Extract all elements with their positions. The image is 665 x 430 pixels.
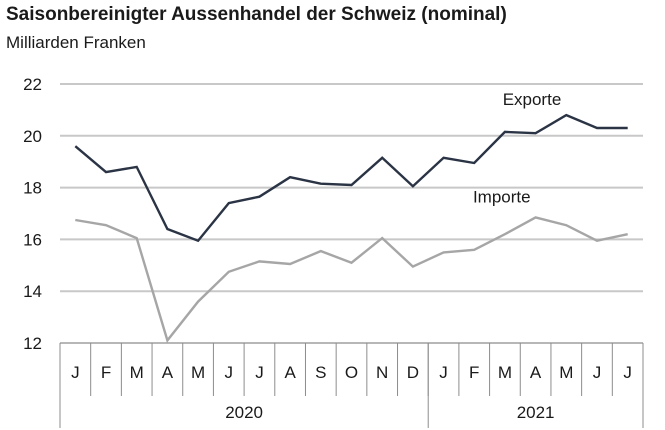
chart-subtitle: Milliarden Franken — [6, 33, 146, 52]
x-tick-label: M — [130, 363, 144, 382]
x-tick-label: A — [162, 363, 174, 382]
x-tick-label: A — [530, 363, 542, 382]
x-tick-label: J — [623, 363, 632, 382]
gridlines — [60, 83, 643, 293]
x-tick-label: F — [101, 363, 111, 382]
x-tick-label: J — [225, 363, 234, 382]
series-lines — [74, 113, 628, 343]
x-tick-label: J — [593, 363, 602, 382]
y-tick-label: 16 — [23, 230, 42, 249]
year-label: 2021 — [517, 403, 555, 422]
x-tick-label: M — [191, 363, 205, 382]
x-tick-label: A — [284, 363, 296, 382]
series-line-exporte — [74, 113, 628, 243]
y-tick-label: 20 — [23, 127, 42, 146]
chart-title: Saisonbereinigter Aussenhandel der Schwe… — [6, 4, 507, 25]
x-tick-label: D — [407, 363, 419, 382]
x-tick-label: F — [469, 363, 479, 382]
x-tick-label: J — [71, 363, 80, 382]
x-tick-label: S — [315, 363, 326, 382]
y-tick-label: 18 — [23, 179, 42, 198]
year-label: 2020 — [225, 403, 263, 422]
series-line-importe — [75, 216, 628, 343]
x-tick-label: M — [559, 363, 573, 382]
x-tick-label: M — [498, 363, 512, 382]
y-axis-ticks: 12 14 16 18 20 22 — [23, 75, 42, 353]
x-tick-label: J — [255, 363, 264, 382]
y-tick-label: 22 — [23, 75, 42, 94]
series-label-exporte: Exporte — [503, 90, 562, 109]
y-tick-label: 14 — [23, 282, 42, 301]
x-tick-label: O — [345, 363, 358, 382]
series-labels: Exporte Importe — [473, 90, 561, 206]
series-label-importe: Importe — [473, 187, 531, 206]
y-tick-label: 12 — [23, 334, 42, 353]
x-tick-label: N — [376, 363, 388, 382]
x-tick-label: J — [439, 363, 448, 382]
